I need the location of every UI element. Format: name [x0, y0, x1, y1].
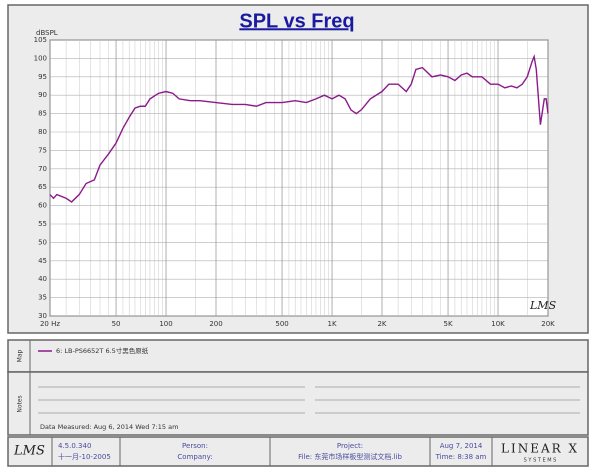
x-tick-label: 10K	[491, 320, 505, 328]
brand: LINEAR X	[501, 442, 579, 456]
project: Project:	[337, 442, 363, 450]
y-tick-label: 100	[34, 54, 47, 62]
y-tick-label: 95	[38, 73, 47, 81]
brand-sub: S Y S T E M S	[524, 458, 557, 464]
x-tick-label: 2K	[377, 320, 386, 328]
footer-date: Aug 7, 2014	[440, 442, 483, 450]
file: File: 东莞市场样板型测试文档.lib	[298, 452, 402, 461]
x-tick-label: 50	[112, 320, 121, 328]
x-tick-label: 500	[275, 320, 288, 328]
y-tick-label: 40	[38, 275, 47, 283]
map-panel	[7, 339, 589, 373]
y-tick-label: 45	[38, 257, 47, 265]
build-date: 十一月-10-2005	[58, 452, 111, 461]
x-tick-label: 20K	[541, 320, 555, 328]
person: Person:	[182, 442, 208, 450]
y-tick-label: 75	[38, 146, 47, 154]
y-tick-label: 55	[38, 220, 47, 228]
y-tick-label: 60	[38, 202, 47, 210]
y-tick-label: 85	[38, 110, 47, 118]
plot-area	[49, 39, 549, 317]
y-tick-label: 50	[38, 238, 47, 246]
y-tick-label: 65	[38, 183, 47, 191]
x-tick-label: 20 Hz	[40, 320, 60, 328]
grid	[49, 39, 549, 317]
y-tick-label: 90	[38, 91, 47, 99]
legend-entry: 6: LB-PS6652T 6.5寸黑色原纸	[56, 346, 149, 355]
footer	[7, 436, 589, 467]
notes-panel	[7, 371, 589, 436]
date-measured: Data Measured: Aug 6, 2014 Wed 7:15 am	[40, 423, 178, 431]
y-tick-label: 30	[38, 312, 47, 320]
footer-logo: LMS	[13, 444, 45, 459]
series-line	[49, 53, 549, 203]
y-tick-label: 80	[38, 128, 47, 136]
note-lines	[38, 386, 580, 414]
company: Company:	[177, 453, 212, 461]
footer-dividers	[51, 437, 493, 466]
y-axis-label: dBSPL	[36, 29, 58, 37]
x-tick-label: 1K	[328, 320, 337, 328]
y-tick-label: 35	[38, 294, 47, 302]
y-tick-label: 70	[38, 165, 47, 173]
version: 4.5.0.340	[58, 442, 91, 450]
x-tick-label: 200	[209, 320, 222, 328]
watermark: LMS	[529, 299, 557, 312]
footer-time: Time: 8:38 am	[435, 453, 487, 461]
x-tick-label: 100	[159, 320, 172, 328]
chart-title: SPL vs Freq	[239, 10, 354, 32]
y-tick-label: 105	[34, 36, 47, 44]
x-tick-label: 5K	[444, 320, 453, 328]
map-label: Map	[17, 349, 24, 362]
notes-label: Notes	[17, 395, 24, 412]
